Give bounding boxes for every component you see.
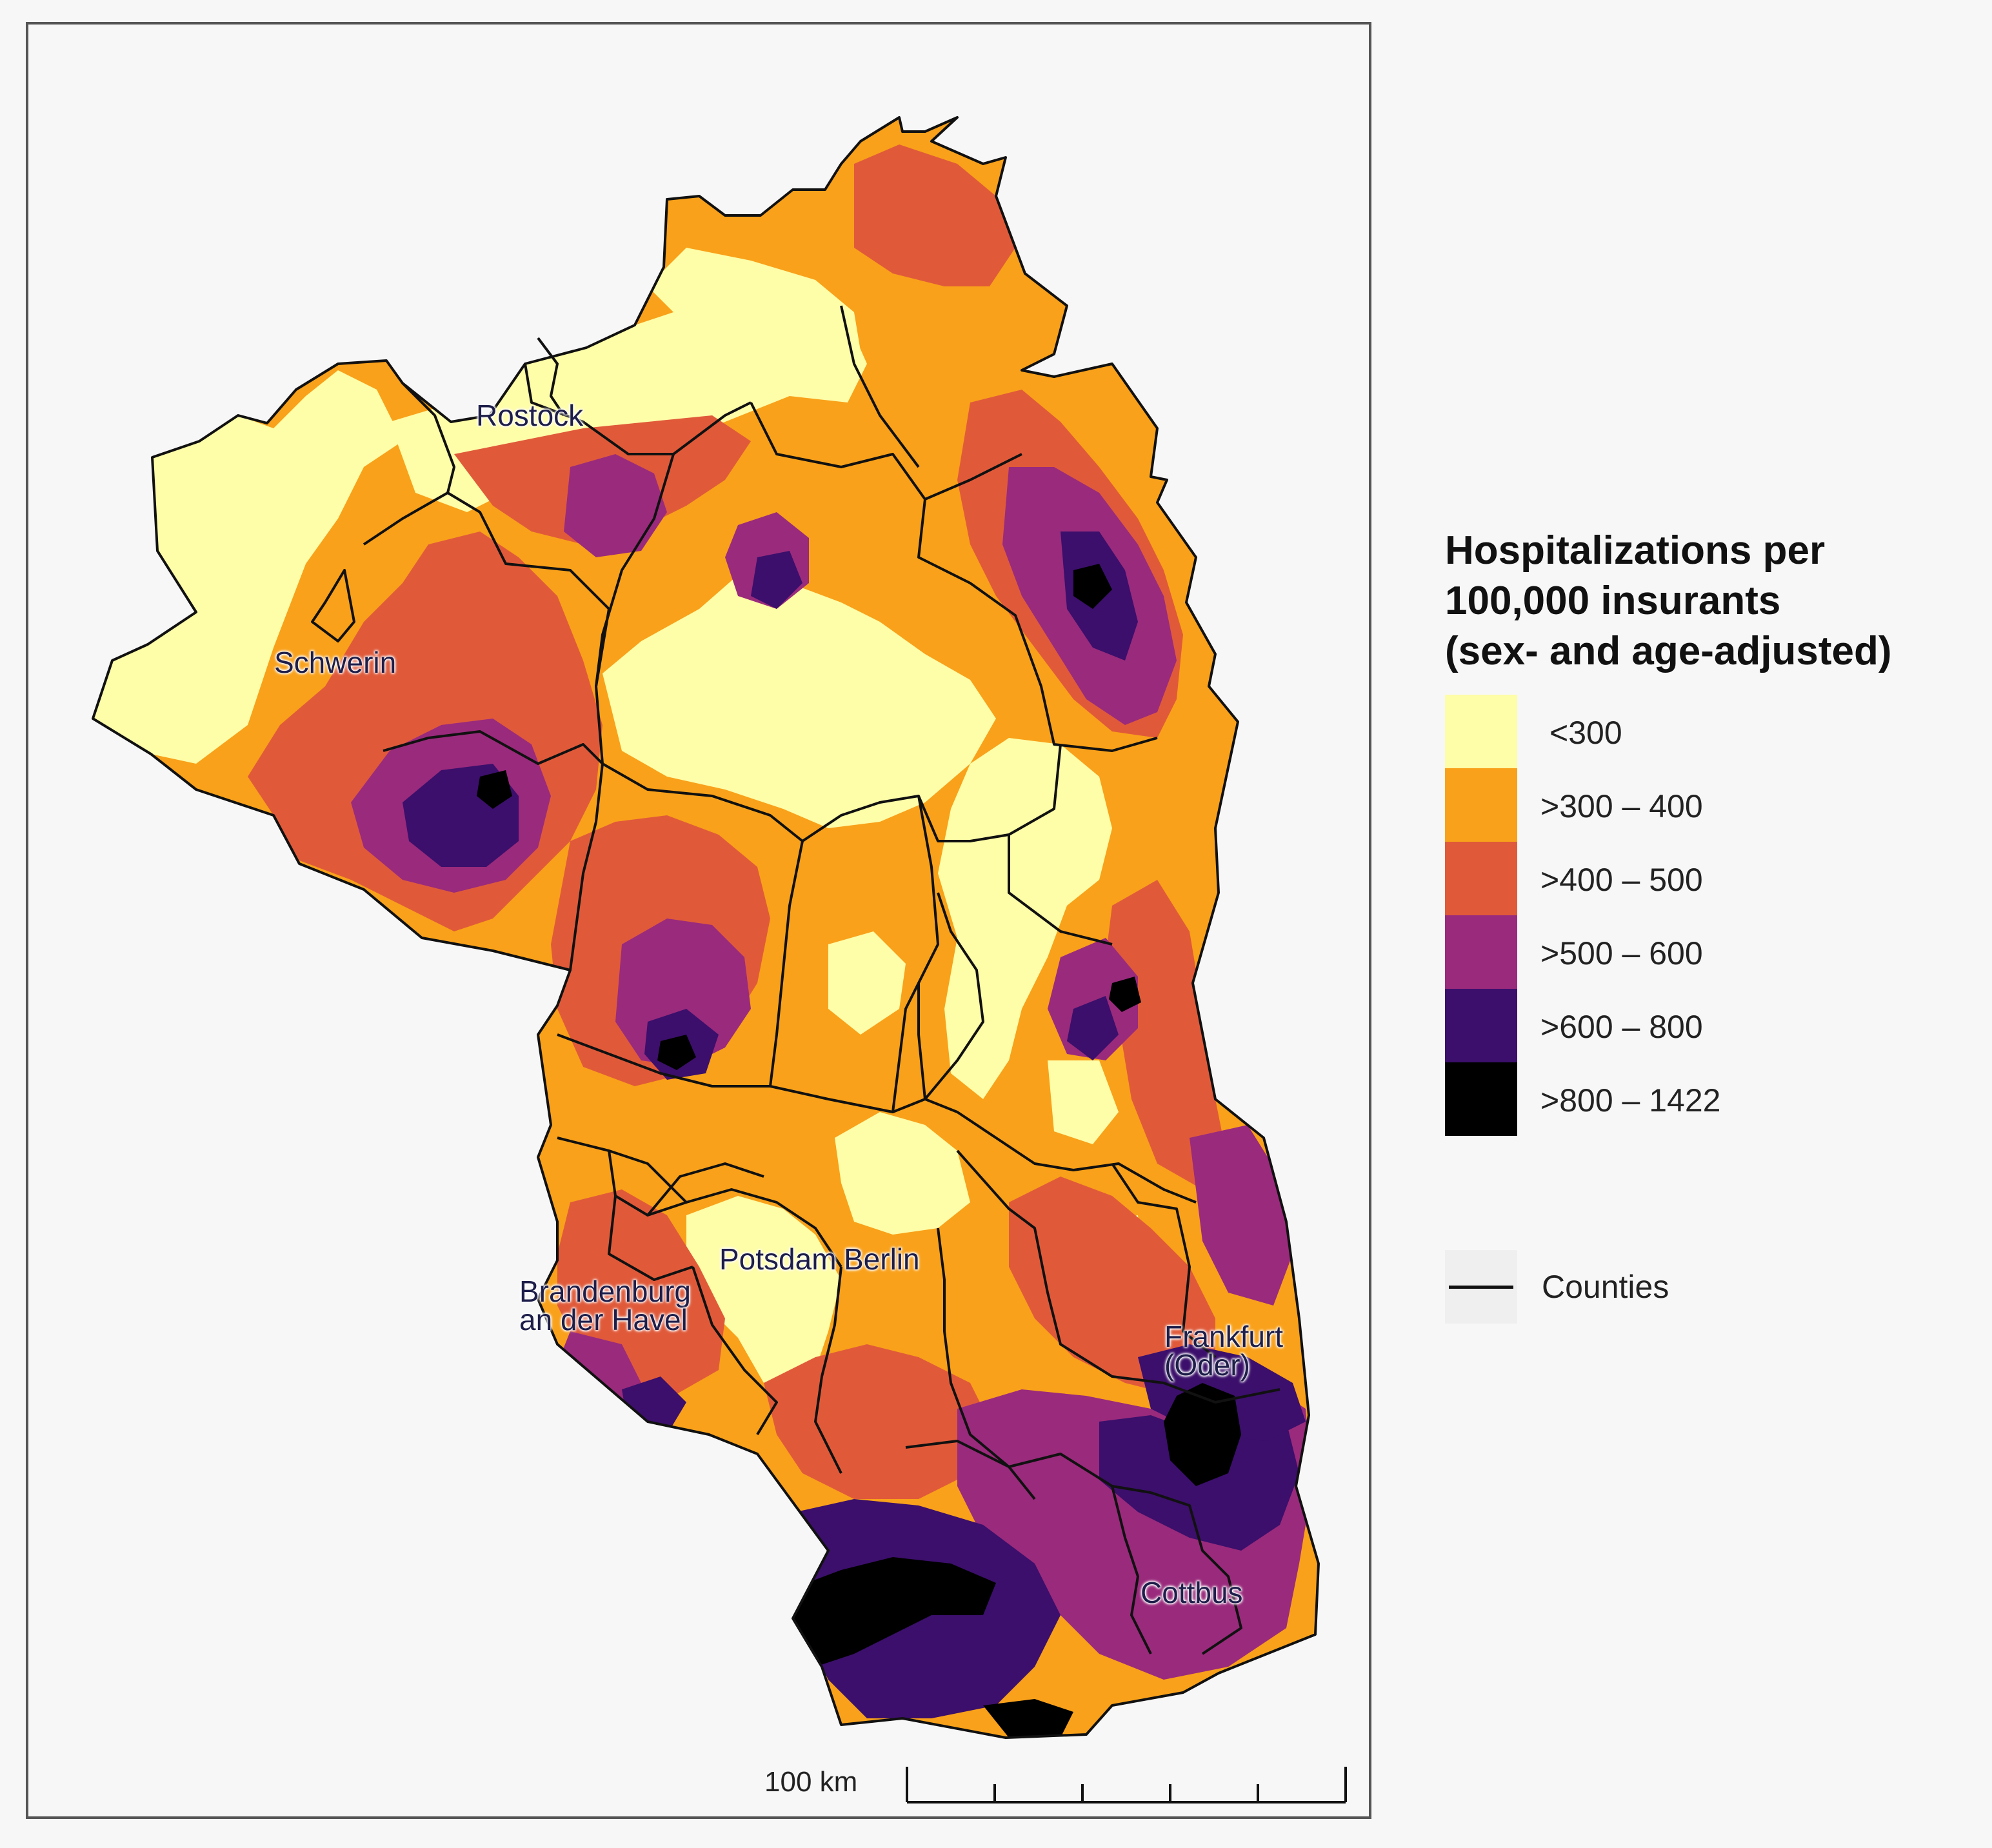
legend-title: Hospitalizations per 100,000 insurants (…: [1445, 528, 1892, 673]
county-line-11: [769, 840, 804, 1087]
city-label-cottbus: Cottbus: [1140, 1576, 1243, 1609]
county-line-18: [692, 1266, 778, 1436]
zone-lt300-east-patch: [1048, 1060, 1119, 1144]
county-line-25: [1150, 1491, 1242, 1655]
legend-swatch: [1445, 695, 1517, 768]
county-line-1: [363, 492, 610, 687]
zone-500-600-north: [564, 454, 667, 557]
county-line-19: [814, 1266, 842, 1474]
county-line-26: [646, 1162, 764, 1217]
zone-800-1422-east: [1073, 564, 1112, 609]
county-line-24: [1111, 1485, 1152, 1654]
legend-item: <300: [1445, 695, 1897, 768]
legend-label: >300 – 400: [1540, 788, 1703, 824]
zone-500-600-east-edge: [1190, 1125, 1293, 1306]
zone-800-1422-frankfurt: [1164, 1383, 1241, 1486]
county-line-23: [905, 1440, 1151, 1494]
zone-lt300-berlin: [835, 1112, 970, 1235]
legend-item: >600 – 800: [1445, 989, 1897, 1062]
zone-800-1422-west: [477, 770, 512, 809]
legend-label: >500 – 600: [1540, 935, 1703, 971]
legend-label: >800 – 1422: [1540, 1082, 1721, 1118]
zone-lt300-north: [648, 248, 861, 351]
scale-bar-label: 100 km: [764, 1766, 858, 1798]
legend-swatch: [1445, 768, 1517, 842]
scale-bar: [906, 1767, 1347, 1803]
legend-swatch: [1445, 842, 1517, 915]
city-label-frankfurt: Frankfurt (Oder): [1164, 1320, 1284, 1382]
city-label-potsdam: Potsdam: [719, 1242, 837, 1276]
county-line-15: [557, 1137, 842, 1268]
county-line-21: [956, 1149, 1280, 1404]
legend-item: >800 – 1422: [1445, 1062, 1897, 1136]
legend-swatch: [1445, 1062, 1517, 1136]
zone-800-1422-center: [657, 1035, 696, 1070]
county-line-13: [1008, 835, 1113, 946]
zone-800-1422-south: [790, 1557, 996, 1667]
county-line-22: [1111, 1162, 1217, 1358]
zone-800-1422-south-edge: [983, 1699, 1073, 1738]
legend-label: <300: [1549, 715, 1622, 751]
county-line-7: [917, 499, 1158, 752]
city-label-berlin: Berlin: [844, 1242, 920, 1276]
legend-counties: Counties: [1445, 1250, 1897, 1324]
zone-400-500-rugen: [854, 144, 1015, 286]
choropleth-map: [92, 116, 1347, 1803]
county-line-6: [595, 453, 675, 764]
counties-label: Counties: [1542, 1269, 1669, 1305]
county-line-8: [383, 730, 604, 765]
zone-600-800-north-spot: [751, 551, 802, 609]
legend-label: >600 – 800: [1540, 1009, 1703, 1045]
counties-line-symbol: [1449, 1286, 1513, 1289]
zone-800-1422-east-mid: [1109, 977, 1141, 1012]
legend-label: >400 – 500: [1540, 862, 1703, 898]
county-line-16: [608, 1150, 687, 1217]
county-line-12: [917, 795, 939, 1100]
legend-item: >500 – 600: [1445, 915, 1897, 989]
county-line-2: [401, 382, 455, 493]
zone-lt300-center-south: [828, 931, 906, 1035]
map-frame: [26, 22, 1371, 1819]
zone-400-500-east-border: [1106, 880, 1228, 1189]
legend-item: >400 – 500: [1445, 842, 1897, 915]
county-line-29: [311, 569, 355, 642]
county-line-5: [840, 305, 920, 468]
legend-swatch: [1445, 915, 1517, 989]
county-line-3: [524, 363, 752, 455]
county-line-4: [750, 402, 1022, 501]
zone-lt300-northwest: [93, 370, 403, 764]
county-line-17: [608, 1195, 693, 1281]
county-line-28: [891, 982, 920, 1113]
city-label-rostock: Rostock: [476, 399, 584, 432]
zone-lt300-central: [603, 564, 996, 828]
county-boundaries: [92, 116, 1320, 1739]
zone-600-800-east-mid: [1067, 996, 1119, 1060]
city-label-brandenburg: Brandenburg an der Havel: [519, 1275, 691, 1336]
legend-item: >300 – 400: [1445, 768, 1897, 842]
legend-swatch: [1445, 989, 1517, 1062]
county-line-27: [924, 892, 984, 1100]
choropleth-layer: [93, 117, 1319, 1738]
legend: Hospitalizations per 100,000 insurants (…: [1445, 526, 1974, 1136]
city-label-schwerin: Schwerin: [274, 646, 397, 679]
county-line-10: [569, 763, 604, 971]
county-line-30: [537, 337, 565, 417]
